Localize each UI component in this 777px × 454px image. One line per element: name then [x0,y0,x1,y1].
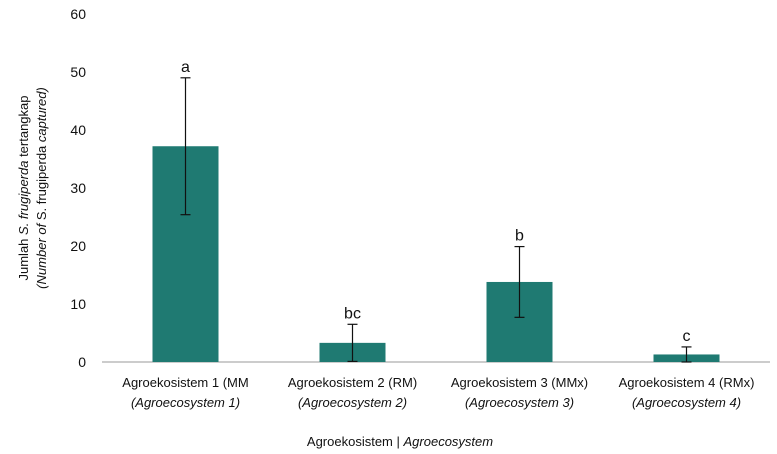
x-tick-label-translation: (Agroecosystem 3) [465,395,574,410]
significance-label: b [515,228,524,245]
y-tick-label: 0 [78,354,86,370]
x-tick-label: Agroekosistem 3 (MMx) [451,375,588,390]
y-label-part: S. frugiperda [16,161,31,235]
y-label-part: ) [34,87,49,93]
y-label-part: captured [34,91,49,146]
x-tick-label: Agroekosistem 4 (RMx) [619,375,755,390]
y-tick-label: 20 [70,238,86,254]
y-axis-label: Jumlah S. frugiperda tertangkap [16,95,31,280]
y-label-part: Number of [34,220,49,284]
x-axis-label: Agroekosistem | Agroecosystem [307,434,493,449]
significance-label: c [683,328,691,345]
y-tick-label: 10 [70,296,86,312]
y-label-part: tertangkap [16,95,31,160]
y-label-part: S. frugiperda [34,145,49,220]
y-label-part: Jumlah [16,235,31,281]
y-tick-label: 60 [70,6,86,22]
x-tick-label: Agroekosistem 2 (RM) [288,375,417,390]
x-label-part: Agroecosystem [403,434,494,449]
x-tick-label: Agroekosistem 1 (MM [122,375,248,390]
y-axis-label-translation: (Number of S. frugiperda captured) [34,87,49,289]
y-tick-label: 40 [70,122,86,138]
y-tick-label: 30 [70,180,86,196]
significance-label: bc [344,305,361,322]
x-label-part: Agroekosistem | [307,434,404,449]
x-tick-label-translation: (Agroecosystem 2) [298,395,407,410]
x-tick-label-translation: (Agroecosystem 1) [131,395,240,410]
y-label-part: ( [34,283,49,289]
significance-label: a [181,59,190,76]
y-tick-label: 50 [70,64,86,80]
x-tick-label-translation: (Agroecosystem 4) [632,395,741,410]
